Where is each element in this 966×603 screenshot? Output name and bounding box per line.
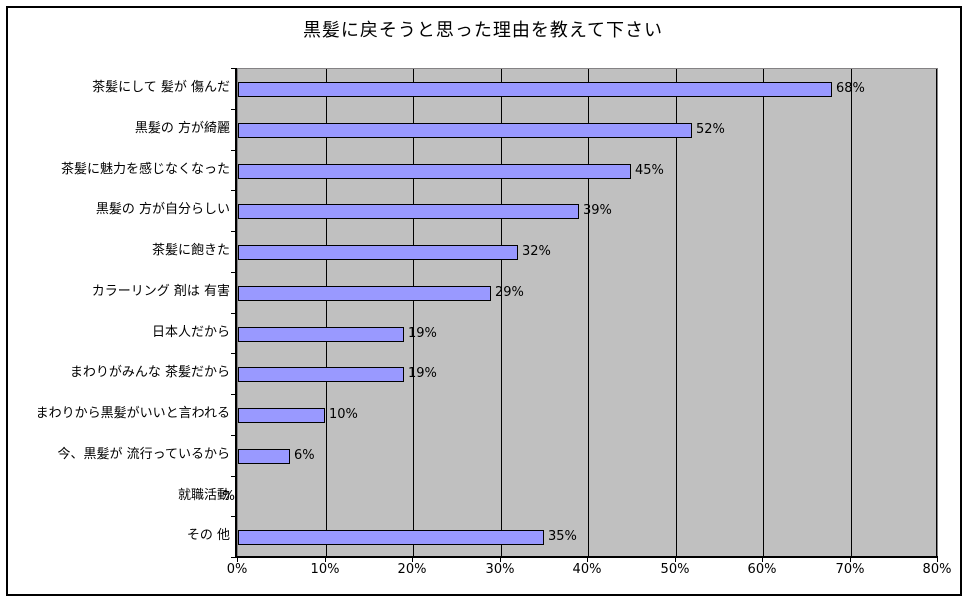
bar: [238, 449, 290, 464]
bar: [238, 204, 579, 219]
bar: [238, 245, 518, 260]
category-tick-mark: [231, 109, 235, 110]
value-label: 6%: [294, 448, 315, 463]
value-axis-line: [235, 556, 938, 558]
bar: [238, 286, 491, 301]
category-label: まわりから黒髪がいいと言われる: [35, 406, 230, 421]
category-label: 日本人だから: [151, 325, 230, 340]
x-tick-label: 10%: [310, 562, 340, 577]
bar: [238, 123, 692, 138]
value-label: 10%: [329, 407, 358, 422]
x-tick-label: 70%: [835, 562, 865, 577]
category-label: 黒髪の 方が自分らしい: [95, 202, 230, 217]
value-label: 32%: [522, 244, 551, 259]
gridline: [936, 69, 937, 556]
category-tick-mark: [231, 68, 235, 69]
bar: [238, 82, 832, 97]
value-label: %: [222, 489, 235, 504]
category-label: 就職活動: [177, 488, 230, 503]
category-tick-mark: [231, 516, 235, 517]
category-tick-mark: [231, 190, 235, 191]
x-tick-label: 30%: [485, 562, 515, 577]
x-tick-label: 40%: [572, 562, 602, 577]
value-label: 19%: [408, 326, 437, 341]
value-label: 29%: [495, 285, 524, 300]
value-tick-mark: [412, 558, 413, 562]
gridline: [851, 69, 852, 556]
x-tick-label: 50%: [660, 562, 690, 577]
gridline: [588, 69, 589, 556]
category-label: まわりがみんな 茶髪だから: [69, 365, 230, 380]
category-label: 茶髪に魅力を感じなくなった: [60, 162, 230, 177]
category-tick-mark: [231, 557, 235, 558]
bar: [238, 164, 631, 179]
value-tick-mark: [675, 558, 676, 562]
value-tick-mark: [237, 558, 238, 562]
category-tick-mark: [231, 435, 235, 436]
value-tick-mark: [587, 558, 588, 562]
category-tick-mark: [231, 150, 235, 151]
gridline: [413, 69, 414, 556]
gridline: [676, 69, 677, 556]
category-label: カラーリング 剤は 有害: [91, 284, 230, 299]
category-tick-mark: [231, 394, 235, 395]
chart-title: 黒髪に戻そうと思った理由を教えて下さい: [302, 20, 664, 41]
bar: [238, 367, 404, 382]
x-tick-label: 20%: [397, 562, 427, 577]
x-tick-label: 60%: [747, 562, 777, 577]
value-tick-mark: [500, 558, 501, 562]
gridline: [501, 69, 502, 556]
bar: [238, 530, 544, 545]
value-label: 68%: [836, 81, 865, 96]
value-tick-mark: [850, 558, 851, 562]
category-label: 茶髪に飽きた: [151, 243, 230, 258]
value-tick-mark: [937, 558, 938, 562]
value-tick-mark: [762, 558, 763, 562]
category-tick-mark: [231, 353, 235, 354]
category-axis-line: [235, 68, 237, 558]
category-tick-mark: [231, 272, 235, 273]
category-tick-mark: [231, 231, 235, 232]
gridline: [763, 69, 764, 556]
value-label: 45%: [635, 163, 664, 178]
value-label: 35%: [548, 529, 577, 544]
value-label: 52%: [696, 122, 725, 137]
category-tick-mark: [231, 313, 235, 314]
value-label: 19%: [408, 366, 437, 381]
bar: [238, 327, 404, 342]
plot-area: 68% 52% 45% 39% 32% 29% 19% 19% 10% 6%% 35%: [223, 68, 938, 557]
x-tick-label: 80%: [922, 562, 952, 577]
value-label: 39%: [583, 203, 612, 218]
x-tick-label: 0%: [226, 562, 248, 577]
category-tick-mark: [231, 476, 235, 477]
value-tick-mark: [325, 558, 326, 562]
category-label: 今、黒髪が 流行っているから: [57, 447, 230, 462]
gridline: [326, 69, 327, 556]
category-label: 黒髪の 方が綺麗: [134, 121, 230, 136]
category-label: その 他: [186, 528, 230, 543]
category-label: 茶髪にして 髪が 傷んだ: [92, 80, 230, 95]
bar: [238, 408, 325, 423]
